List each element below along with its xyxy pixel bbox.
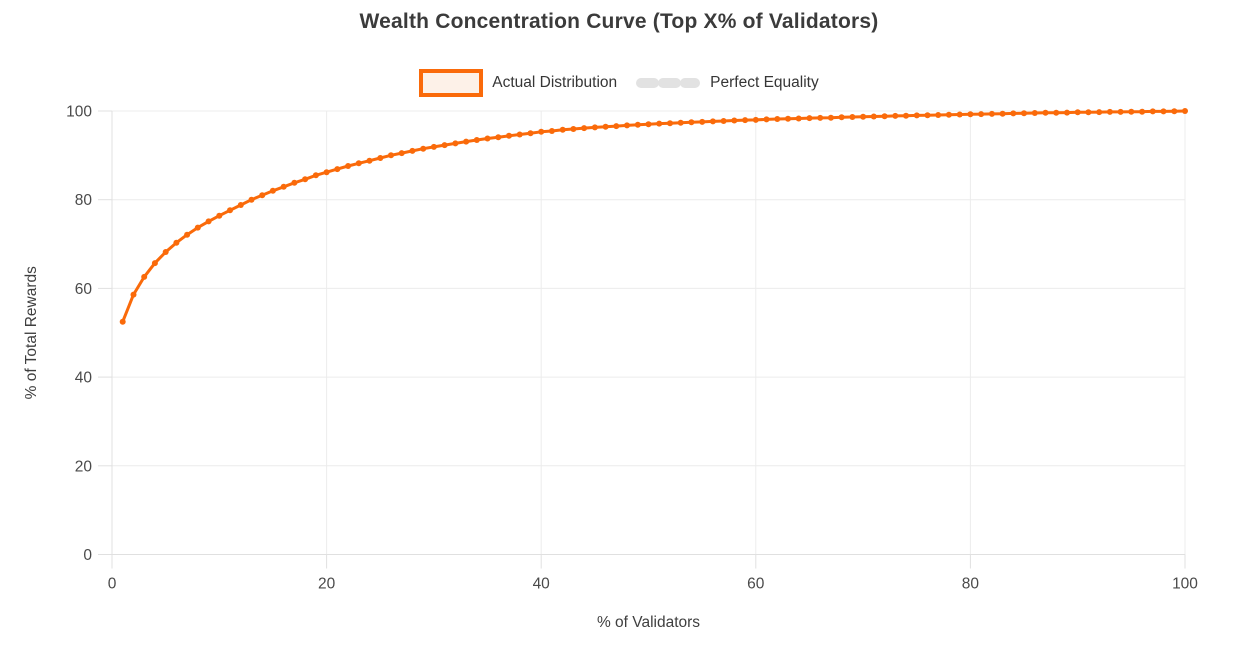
svg-text:% of Total Rewards: % of Total Rewards [23,266,40,399]
svg-text:% of Validators: % of Validators [597,614,700,631]
svg-text:100: 100 [1172,576,1198,593]
legend-label-actual-distribution: Actual Distribution [492,74,618,91]
svg-text:80: 80 [75,192,93,209]
svg-text:60: 60 [747,576,765,593]
legend-item-actual-distribution[interactable]: Actual Distribution [419,69,617,97]
chart-title: Wealth Concentration Curve (Top X% of Va… [359,10,879,33]
legend-label-perfect-equality: Perfect Equality [710,74,819,91]
svg-text:40: 40 [533,576,551,593]
actual-distribution-swatch-icon [419,69,484,97]
svg-text:40: 40 [75,370,93,387]
legend-item-perfect-equality[interactable]: Perfect Equality [635,74,819,92]
svg-text:100: 100 [66,104,92,121]
svg-text:20: 20 [318,576,336,593]
svg-text:0: 0 [83,547,92,564]
svg-text:80: 80 [962,576,980,593]
svg-text:20: 20 [75,458,93,475]
chart-legend: Actual Distribution Perfect Equality [0,69,1238,97]
perfect-equality-swatch-icon [636,78,701,88]
svg-text:0: 0 [108,576,117,593]
svg-text:60: 60 [75,281,93,298]
